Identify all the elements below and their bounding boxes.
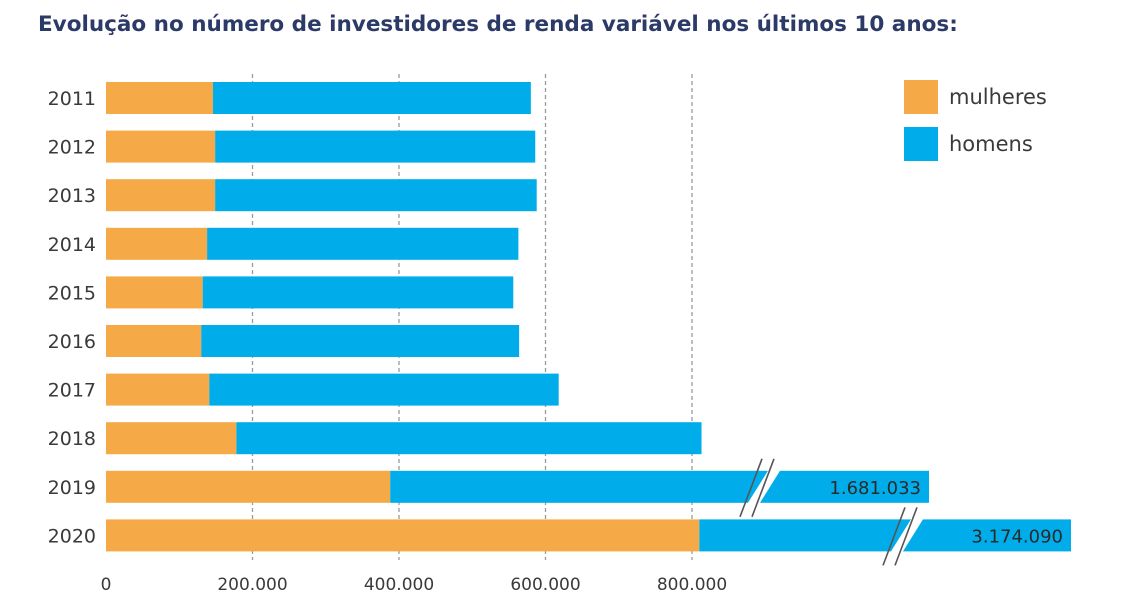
data-label-total-2020: 3.174.090 — [971, 526, 1063, 547]
bar-homens-2017 — [209, 373, 559, 406]
y-label-2017: 2017 — [48, 380, 96, 402]
y-label-2013: 2013 — [48, 185, 96, 207]
bar-homens-2012 — [215, 130, 536, 163]
legend-label-mulheres: mulheres — [949, 85, 1047, 109]
y-label-2012: 2012 — [48, 137, 96, 159]
legend-item-mulheres: mulheres — [904, 80, 1047, 114]
bar-mulheres-2012 — [106, 130, 216, 163]
y-label-2011: 2011 — [48, 88, 96, 110]
bar-mulheres-2020 — [106, 519, 700, 552]
bar-mulheres-2014 — [106, 227, 208, 260]
bar-homens-2016 — [201, 325, 520, 357]
bar-mulheres-2016 — [106, 325, 202, 357]
bar-mulheres-2013 — [106, 179, 216, 212]
legend-swatch-mulheres — [904, 80, 938, 114]
bar-homens-2014 — [207, 227, 519, 260]
y-label-2020: 2020 — [48, 525, 96, 547]
bar-homens-2011 — [212, 82, 531, 114]
y-label-2019: 2019 — [48, 477, 96, 499]
y-label-2014: 2014 — [48, 234, 96, 256]
data-label-total-2019: 1.681.033 — [829, 478, 921, 499]
x-tick-label: 600.000 — [510, 575, 580, 595]
bar-mulheres-2011 — [106, 82, 213, 114]
bar-homens-2018 — [236, 422, 702, 455]
bars — [106, 82, 1071, 552]
x-tick-label: 0 — [101, 575, 112, 595]
bar-homens-2013 — [215, 179, 537, 212]
x-tick-label: 400.000 — [364, 575, 434, 595]
legend-swatch-homens — [904, 127, 938, 161]
bar-homens-2020 — [699, 519, 1071, 552]
bar-homens-2019 — [390, 470, 930, 503]
bar-mulheres-2015 — [106, 276, 203, 309]
axis-break-line-2019 — [751, 458, 775, 518]
axis-break-line-2019 — [739, 458, 763, 518]
x-tick-label: 800.000 — [657, 575, 727, 595]
axis-break-line-2020 — [882, 507, 906, 566]
y-axis-labels: 2011 2012 2013 2014 2015 2016 2017 2018 2019 2020 — [48, 88, 96, 547]
bar-mulheres-2019 — [106, 470, 391, 503]
x-tick-label: 200.000 — [217, 575, 287, 595]
annotations: 1.681.033 3.174.090 — [739, 458, 1063, 566]
y-label-2016: 2016 — [48, 331, 96, 353]
bar-homens-2015 — [202, 276, 514, 309]
bar-mulheres-2017 — [106, 373, 210, 406]
legend: mulheres homens — [904, 80, 1047, 174]
legend-label-homens: homens — [949, 132, 1033, 156]
axis-break-line-2020 — [894, 507, 918, 566]
y-label-2018: 2018 — [48, 428, 96, 450]
legend-item-homens: homens — [904, 127, 1047, 161]
x-axis-labels: 0 200.000 400.000 600.000 800.000 — [101, 575, 728, 595]
y-label-2015: 2015 — [48, 282, 96, 304]
chart-title: Evolução no número de investidores de re… — [38, 12, 958, 37]
bar-mulheres-2018 — [106, 422, 237, 455]
